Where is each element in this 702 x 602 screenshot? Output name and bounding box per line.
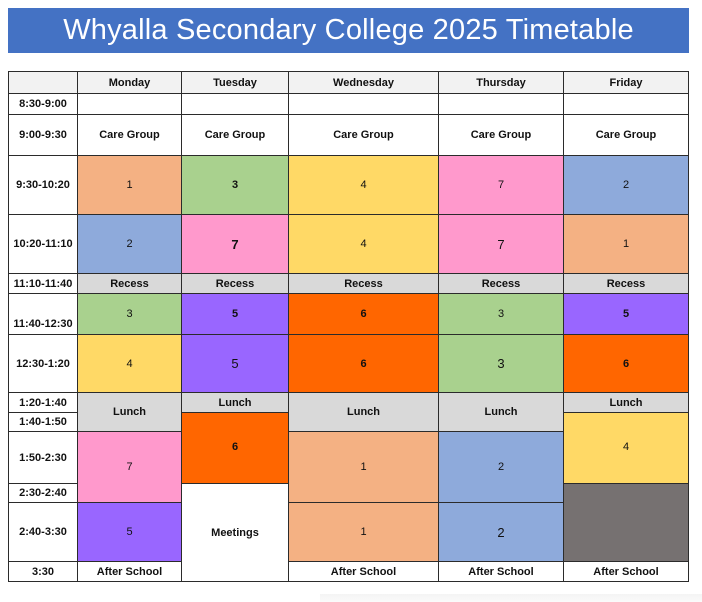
care-group-cell: Care Group xyxy=(438,114,564,156)
day-header-monday: Monday xyxy=(77,71,182,94)
lesson-cell: 3 xyxy=(77,293,182,335)
lesson-cell: 2 xyxy=(563,155,689,215)
care-group-cell: Care Group xyxy=(288,114,439,156)
lesson-cell: 7 xyxy=(77,431,182,503)
lesson-cell: 4 xyxy=(77,334,182,393)
lunch-cell: Lunch xyxy=(181,392,289,413)
lesson-cell: 5 xyxy=(181,293,289,335)
time-slot: 12:30-1:20 xyxy=(8,334,78,393)
care-group-cell: Care Group xyxy=(563,114,689,156)
lesson-number: 4 xyxy=(622,441,630,453)
time-slot: 9:30-10:20 xyxy=(8,155,78,215)
day-header-tuesday: Tuesday xyxy=(181,71,289,94)
lunch-cell: Lunch xyxy=(563,392,689,413)
lesson-cell: 3 xyxy=(438,293,564,335)
lesson-cell: 6 xyxy=(288,334,439,393)
page-edge xyxy=(320,594,702,602)
empty-cell xyxy=(181,93,289,115)
time-slot: 2:40-3:30 xyxy=(8,502,78,562)
lesson-cell: 5 xyxy=(563,293,689,335)
after-school-cell: After School xyxy=(438,561,564,582)
lesson-cell: 2 xyxy=(77,214,182,274)
empty-cell xyxy=(77,93,182,115)
care-group-cell: Care Group xyxy=(77,114,182,156)
lunch-cell: Lunch xyxy=(288,392,439,432)
empty-cell xyxy=(563,93,689,115)
lesson-cell: 3 xyxy=(438,334,564,393)
page-title: Whyalla Secondary College 2025 Timetable xyxy=(8,8,689,53)
lesson-cell: 7 xyxy=(438,155,564,215)
lesson-cell: 7 xyxy=(181,214,289,274)
recess-cell: Recess xyxy=(77,273,182,294)
lesson-cell: 6 xyxy=(563,334,689,393)
lesson-cell: 4 xyxy=(288,155,439,215)
care-group-cell: Care Group xyxy=(181,114,289,156)
time-slot: 1:20-1:40 xyxy=(8,392,78,413)
day-header-thursday: Thursday xyxy=(438,71,564,94)
day-header-wednesday: Wednesday xyxy=(288,71,439,94)
recess-cell: Recess xyxy=(288,273,439,294)
lesson-cell: 3 xyxy=(181,155,289,215)
time-slot: 8:30-9:00 xyxy=(8,93,78,115)
lesson-cell: 6 xyxy=(181,412,289,484)
lesson-cell: 7 xyxy=(438,214,564,274)
time-slot: 2:30-2:40 xyxy=(8,483,78,503)
lesson-cell: 5 xyxy=(181,334,289,393)
time-slot: 3:30 xyxy=(8,561,78,582)
lunch-cell: Lunch xyxy=(77,392,182,432)
after-school-cell: After School xyxy=(563,561,689,582)
lesson-cell: 4 xyxy=(288,214,439,274)
after-school-cell: After School xyxy=(288,561,439,582)
lesson-cell: 2 xyxy=(438,431,564,503)
time-slot: 1:40-1:50 xyxy=(8,412,78,432)
lesson-cell: 1 xyxy=(77,155,182,215)
lesson-cell: 1 xyxy=(288,502,439,562)
lesson-number: 6 xyxy=(231,441,239,453)
empty-cell xyxy=(438,93,564,115)
recess-cell: Recess xyxy=(563,273,689,294)
lesson-cell: 6 xyxy=(288,293,439,335)
empty-cell xyxy=(288,93,439,115)
lesson-cell: 2 xyxy=(438,502,564,562)
recess-cell: Recess xyxy=(438,273,564,294)
time-slot: 10:20-11:10 xyxy=(8,214,78,274)
lunch-cell: Lunch xyxy=(438,392,564,432)
time-slot: 1:50-2:30 xyxy=(8,431,78,484)
corner-cell xyxy=(8,71,78,94)
meetings-cell: Meetings xyxy=(181,483,289,582)
day-header-friday: Friday xyxy=(563,71,689,94)
empty-cell xyxy=(563,483,689,562)
recess-cell: Recess xyxy=(181,273,289,294)
lesson-cell: 5 xyxy=(77,502,182,562)
lesson-cell: 1 xyxy=(288,431,439,503)
lesson-cell: 1 xyxy=(563,214,689,274)
after-school-cell: After School xyxy=(77,561,182,582)
time-slot: 11:10-11:40 xyxy=(8,273,78,294)
time-slot: 9:00-9:30 xyxy=(8,114,78,156)
lesson-cell: 4 xyxy=(563,412,689,484)
